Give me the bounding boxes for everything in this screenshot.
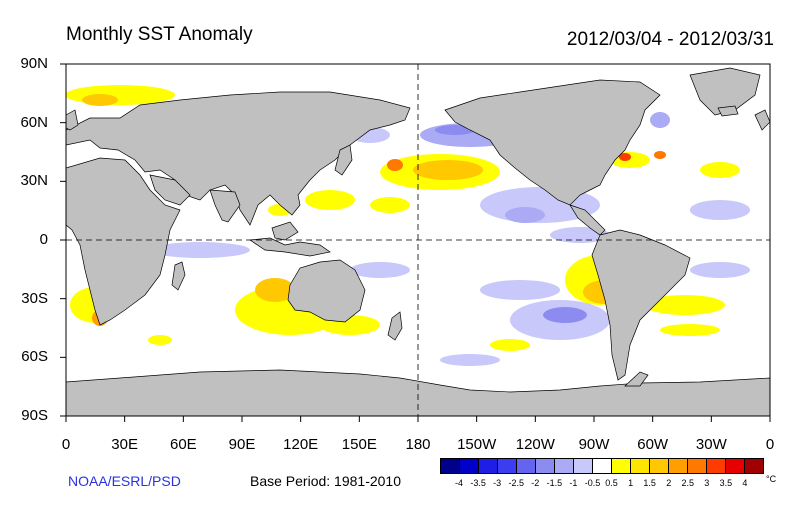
colorbar-tick-label: -0.5 [584,478,601,488]
colorbar-tick-label: 2 [666,478,672,488]
land-indonesia [248,237,331,257]
land-madagascar [171,261,186,291]
lon-tick-label: 150E [341,436,377,453]
land-antarctica [66,369,770,416]
colorbar-swatch [726,459,745,473]
colorbar-tick-label: 4 [742,478,748,488]
colorbar-swatch [460,459,479,473]
land-africa [66,157,181,326]
colorbar-swatch [441,459,460,473]
lat-tick-label: 60N [20,113,48,131]
land-new-zealand [387,311,403,341]
land-india [209,189,241,223]
colorbar-tick-label: 2.5 [681,478,695,488]
colorbar-tick-label: 3 [704,478,710,488]
lon-tick-label: 180 [405,436,431,453]
land-borneo [271,221,299,241]
credit-link[interactable]: NOAA/ESRL/PSD [68,473,181,489]
land-masses [66,67,770,416]
colorbar-tick-label: -2 [531,478,540,488]
land-japan [334,144,353,176]
date-range: 2012/03/04 - 2012/03/31 [566,29,774,50]
lon-tick-label: 90W [578,436,610,453]
colorbar-swatch [574,459,593,473]
lon-tick-label: 60E [169,436,197,453]
base-period: Base Period: 1981-2010 [250,473,401,489]
land-australia [287,259,366,323]
lon-tick-label: 60W [637,436,669,453]
lon-tick-label: 30W [695,436,727,453]
colorbar-swatch [745,459,763,473]
cool-anomaly-patches [66,112,750,366]
lat-tick-label: 60S [21,348,48,366]
colorbar-tick-label: -2.5 [508,478,524,488]
land-uk [66,109,79,131]
lon-tick-label: 0 [61,436,71,453]
lon-tick-label: 30E [111,436,139,453]
colorbar-tick-label: -4 [455,478,464,488]
colorbar-swatch [707,459,726,473]
colorbar-tick-label: -1.5 [546,478,563,488]
land-south-america [591,229,691,381]
colorbar-swatch [669,459,688,473]
colorbar-swatch [593,459,612,473]
land-north-america [444,79,661,206]
land-arabia [149,174,191,206]
land-eurasia [66,91,411,226]
lat-tick-label: 0 [39,231,48,248]
lon-tick-label: 90E [228,436,256,453]
colorbar-tick-label: 3.5 [719,478,733,488]
colorbar-swatch [650,459,669,473]
colorbar-swatch [536,459,555,473]
colorbar-swatch [612,459,631,473]
colorbar-tick-label: -1 [569,478,578,488]
colorbar-tick-label: 1.5 [643,478,656,488]
land-iceland [717,105,739,117]
colorbar-swatch [517,459,536,473]
lat-tick-label: 90N [20,55,48,72]
colorbar-tick-label: -3 [493,478,502,488]
land-antarctic-peninsula [624,371,649,387]
colorbar-unit: °C [766,474,777,484]
colorbar-tick-label: -3.5 [470,478,486,488]
lon-tick-label: 120W [515,436,555,453]
land-uk-east [754,109,770,131]
lon-tick-label: 120E [283,436,319,453]
colorbar-tick-label: 1 [628,478,634,488]
lat-tick-label: 30S [21,289,48,307]
land-greenland [689,67,761,116]
colorbar-tick-label: 0.5 [605,478,618,488]
axis-ticks [60,63,771,422]
lon-tick-label: 150W [457,436,497,453]
lat-tick-label: 30N [20,172,48,190]
colorbar-swatch [688,459,707,473]
lon-tick-label: 0 [765,436,775,453]
colorbar-swatch [479,459,498,473]
colorbar-swatch [555,459,574,473]
colorbar-swatch [498,459,517,473]
colorbar [440,458,764,474]
lat-tick-label: 90S [21,407,48,424]
colorbar-swatch [631,459,650,473]
land-central-america [569,204,606,236]
map-title: Monthly SST Anomaly [66,24,253,45]
